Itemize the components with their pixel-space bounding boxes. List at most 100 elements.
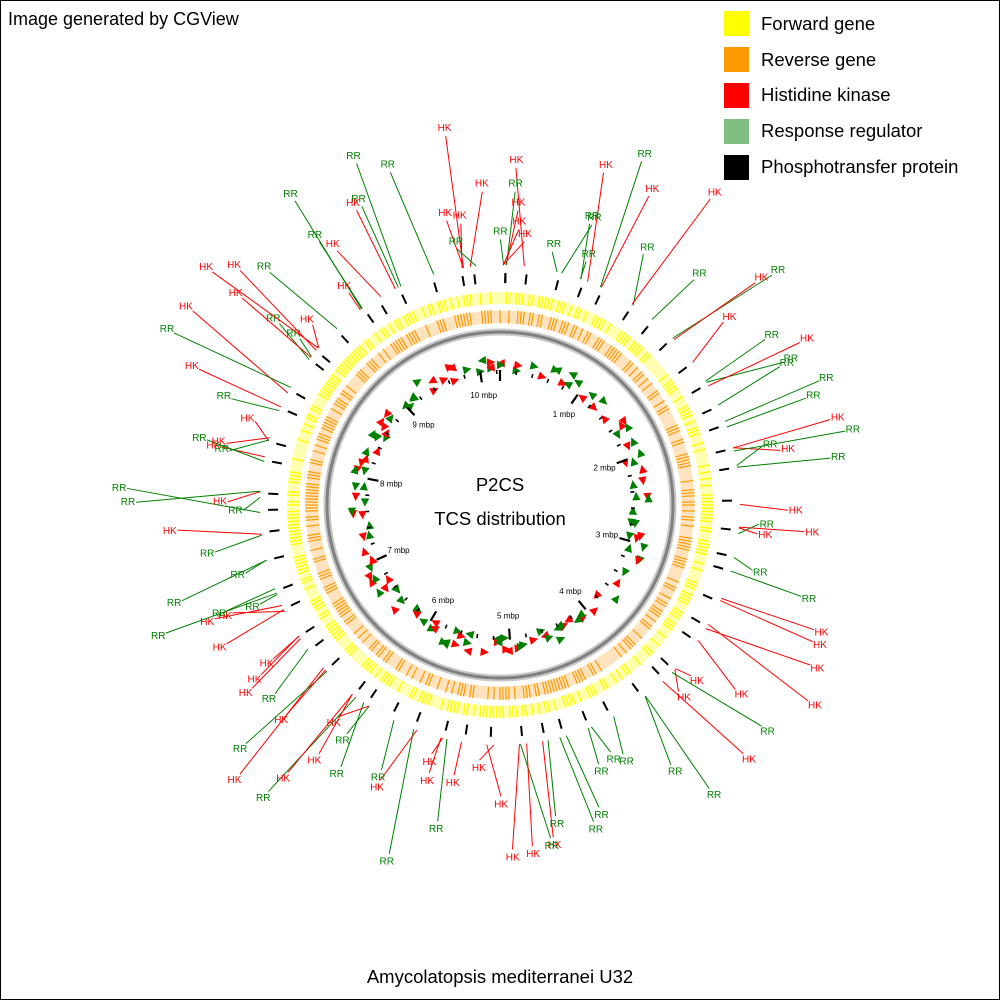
phosphotransfer-tick xyxy=(540,722,545,734)
rr-leader-line xyxy=(499,239,505,266)
reverse-gene-mark xyxy=(324,418,337,426)
reverse-gene-mark xyxy=(484,310,487,324)
reverse-gene-mark xyxy=(305,518,319,521)
reverse-gene-mark xyxy=(306,524,320,527)
phosphotransfer-tick xyxy=(305,625,315,633)
phosphotransfer-tick xyxy=(315,363,325,371)
legend-label: Response regulator xyxy=(761,120,923,142)
reverse-gene-mark xyxy=(606,346,616,359)
hk-label: HK xyxy=(742,754,756,765)
forward-gene-mark xyxy=(325,620,336,629)
reverse-gene-mark xyxy=(419,670,426,683)
forward-gene-mark xyxy=(287,494,300,497)
forward-gene-mark xyxy=(620,334,629,345)
forward-gene-mark xyxy=(650,637,661,647)
reverse-gene-mark xyxy=(657,407,670,416)
scale-tick xyxy=(383,571,389,576)
reverse-gene-mark xyxy=(331,597,344,605)
rr-label: RR xyxy=(308,230,322,241)
reverse-gene-mark xyxy=(569,324,576,338)
reverse-gene-mark xyxy=(456,314,461,328)
reverse-gene-mark xyxy=(395,340,403,352)
phosphotransfer-tick xyxy=(677,366,688,374)
forward-gene-mark xyxy=(665,384,677,393)
hk-label: HK xyxy=(199,262,213,273)
legend-label: Forward gene xyxy=(761,12,876,34)
phosphotransfer-tick xyxy=(276,442,287,448)
rr-label: RR xyxy=(594,767,608,778)
phosphotransfer-tick xyxy=(658,342,668,352)
scale-tick xyxy=(395,418,400,423)
hk-label: HK xyxy=(212,437,226,448)
forward-gene-mark xyxy=(543,701,548,714)
reverse-gene-mark xyxy=(579,668,587,681)
tcs-feature-arrow xyxy=(456,631,466,640)
reverse-gene-mark xyxy=(307,473,321,478)
tcs-feature-arrow xyxy=(574,379,584,388)
reverse-gene-mark xyxy=(516,310,519,324)
forward-gene-mark xyxy=(331,627,342,637)
scale-tick xyxy=(447,379,451,385)
hk-label: HK xyxy=(512,217,526,228)
mbp-tick-label: 4 mbp xyxy=(559,587,582,596)
rr-label: RR xyxy=(371,772,385,783)
forward-gene-mark xyxy=(339,363,350,373)
forward-gene-mark xyxy=(598,679,607,691)
tcs-feature-arrow xyxy=(405,402,415,412)
scale-tick xyxy=(613,568,618,573)
rr-label: RR xyxy=(212,609,226,620)
reverse-gene-mark xyxy=(558,676,564,690)
map-subtitle: TCS distribution xyxy=(434,508,566,529)
forward-gene-mark xyxy=(615,330,624,341)
hk-leader-line xyxy=(318,693,353,755)
reverse-gene-mark xyxy=(594,659,603,672)
rr-label: RR xyxy=(764,330,778,341)
hk-label: HK xyxy=(645,184,659,195)
scale-tick xyxy=(616,443,621,447)
reverse-gene-mark xyxy=(309,461,323,466)
phosphotransfer-tick xyxy=(640,325,649,335)
forward-gene-mark xyxy=(348,646,359,657)
forward-gene-mark xyxy=(543,296,548,309)
scale-tick xyxy=(476,633,479,639)
tcs-feature-arrow xyxy=(639,464,648,475)
forward-gene-mark xyxy=(536,702,541,715)
rr-label: RR xyxy=(200,548,214,559)
reverse-gene-mark xyxy=(626,635,637,646)
forward-gene-mark xyxy=(678,407,691,415)
scale-tick xyxy=(604,582,609,587)
scale-tick xyxy=(406,406,416,416)
rr-label: RR xyxy=(167,598,181,609)
hk-label: HK xyxy=(346,198,360,209)
reverse-gene-mark xyxy=(325,415,339,423)
reverse-gene-mark xyxy=(462,683,467,697)
forward-gene-mark xyxy=(664,620,675,629)
rr-leader-line xyxy=(559,737,595,822)
forward-gene-mark xyxy=(518,292,521,305)
phosphotransfer-tick xyxy=(271,460,283,465)
forward-gene-mark xyxy=(305,416,318,423)
rr-leader-line xyxy=(672,274,773,339)
reverse-gene-mark xyxy=(624,637,634,648)
hk-label: HK xyxy=(200,617,214,628)
reverse-gene-mark xyxy=(676,458,690,464)
forward-gene-mark xyxy=(677,404,689,412)
reverse-gene-mark xyxy=(666,576,680,583)
rr-leader-line xyxy=(269,271,338,330)
mbp-tick-label: 6 mbp xyxy=(432,596,455,605)
forward-gene-mark xyxy=(681,413,694,421)
forward-gene-mark xyxy=(346,644,357,654)
forward-gene-mark xyxy=(489,292,492,305)
rr-label: RR xyxy=(819,373,833,384)
reverse-gene-mark xyxy=(314,444,328,450)
forward-gene-mark xyxy=(356,346,366,357)
reverse-gene-mark xyxy=(305,489,319,492)
scale-tick xyxy=(371,461,376,465)
phosphotransfer-tick xyxy=(269,529,280,533)
rr-leader-line xyxy=(671,671,762,727)
backbone-circle xyxy=(325,330,675,680)
hk-label: HK xyxy=(239,688,253,699)
reverse-gene-mark xyxy=(468,684,473,698)
forward-gene-mark xyxy=(388,676,396,687)
reverse-gene-mark xyxy=(632,629,643,639)
